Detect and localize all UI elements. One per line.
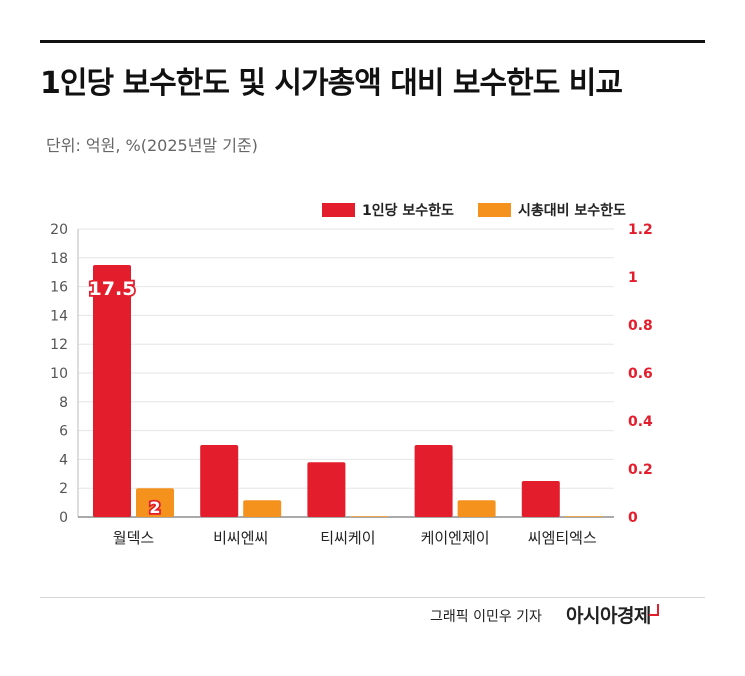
y-left-tick-label: 10	[50, 366, 68, 382]
x-tick-label: 비씨엔씨	[213, 529, 268, 547]
x-tick-label: 케이엔제이	[421, 529, 490, 547]
bar-s2-4	[564, 516, 603, 517]
graphic-credit: 그래픽 이민우 기자	[430, 609, 542, 625]
y-right-tick-label: 0.6	[628, 366, 653, 382]
y-left-tick-label: 6	[59, 424, 68, 440]
bar-s1-4	[521, 481, 560, 517]
y-left-tick-label: 14	[50, 308, 68, 324]
brand-mark-icon	[649, 604, 659, 616]
legend-label-s2: 시총대비 보수한도	[518, 203, 626, 219]
bar-s2-3	[457, 500, 496, 517]
y-left-tick-label: 16	[50, 280, 68, 296]
legend-swatch-s1	[322, 203, 355, 217]
y-left-tick-label: 0	[59, 510, 68, 526]
data-label: 2	[149, 498, 160, 517]
unit-note: 단위: 억원, %(2025년말 기준)	[46, 136, 258, 155]
brand-logo: 아시아경제	[566, 605, 651, 627]
bar-s1-3	[414, 445, 453, 517]
y-right-tick-label: 1	[628, 270, 638, 286]
bottom-rule	[40, 597, 705, 598]
y-right-tick-label: 0.4	[628, 414, 653, 430]
y-left-tick-label: 8	[59, 395, 68, 411]
bar-s1-2	[307, 462, 346, 517]
legend-label-s1: 1인당 보수한도	[362, 202, 454, 219]
x-tick-label: 월덱스	[113, 529, 155, 547]
bar-s1-1	[200, 445, 239, 517]
x-tick-label: 씨엠티엑스	[528, 529, 597, 547]
legend-swatch-s2	[478, 203, 511, 217]
bar-s2-1	[243, 500, 282, 517]
y-left-tick-label: 2	[59, 481, 68, 497]
data-label: 17.5	[89, 278, 136, 300]
bar-s1-0	[93, 265, 131, 517]
bar-s2-0	[136, 488, 174, 517]
x-tick-label: 티씨케이	[320, 529, 375, 547]
y-left-tick-label: 12	[50, 337, 68, 353]
page-title: 1인당 보수한도 및 시가총액 대비 보수한도 비교	[40, 66, 623, 101]
y-left-tick-label: 20	[50, 222, 68, 238]
y-left-tick-label: 4	[59, 452, 68, 468]
y-right-tick-label: 0.8	[628, 318, 653, 334]
y-right-tick-label: 0	[628, 510, 638, 526]
top-rule	[40, 40, 705, 43]
bar-s2-2	[350, 516, 389, 517]
y-left-tick-label: 18	[50, 251, 68, 267]
y-right-tick-label: 1.2	[628, 222, 653, 238]
y-right-tick-label: 0.2	[628, 462, 653, 478]
bar-chart: 0 2 4 6 8 10 12 14 16 18 20 0 0.2 0.4 0.6 0.8 1 1.2 월덱스 비씨엔…	[50, 202, 653, 547]
